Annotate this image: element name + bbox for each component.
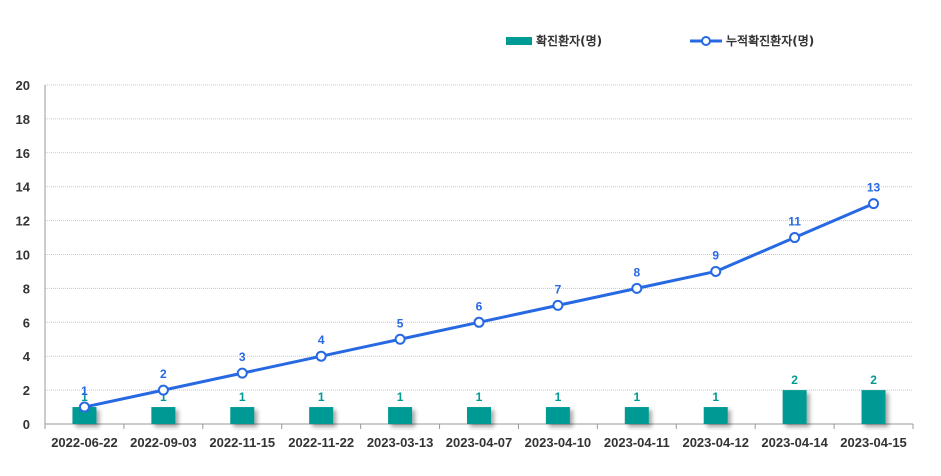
line-data-label: 4: [318, 333, 325, 347]
line-point: [710, 265, 722, 277]
x-tick-label: 2023-04-12: [682, 435, 749, 450]
bar-data-label: 1: [476, 390, 483, 404]
bar-data-label: 2: [870, 373, 877, 387]
line-data-label: 5: [397, 316, 404, 330]
line-point: [157, 384, 169, 396]
line-point: [789, 232, 801, 244]
y-tick-label: 14: [16, 180, 31, 195]
bar: [545, 407, 570, 424]
bar-data-labels: 1 1 1 1 1 1 1 1 12 2: [81, 373, 877, 404]
x-tick-label: 2023-03-13: [367, 435, 434, 450]
line-point: [868, 198, 880, 210]
legend-label-bar: 확진환자(명): [536, 33, 602, 48]
gridlines: [45, 84, 913, 391]
bar-data-label: 1: [555, 390, 562, 404]
x-tick-label: 2022-11-15: [209, 435, 275, 450]
line-point: [78, 401, 90, 413]
y-tick-label: 10: [16, 248, 30, 263]
bar: [388, 407, 413, 424]
line-point: [552, 299, 564, 311]
y-tick-label: 2: [23, 383, 30, 398]
line-data-label: 8: [633, 265, 640, 279]
line-point: [315, 350, 327, 362]
x-tick-label: 2023-04-10: [525, 435, 592, 450]
line-data-label: 3: [239, 350, 246, 364]
y-tick-label: 20: [16, 78, 30, 93]
line-data-label: 11: [788, 215, 801, 229]
legend: 확진환자(명) 누적확진환자(명): [506, 33, 814, 48]
bar: [782, 390, 807, 424]
y-tick-label: 16: [16, 146, 30, 161]
bar-data-label: 1: [633, 390, 640, 404]
legend-bar-swatch: [506, 37, 532, 45]
bar: [467, 407, 491, 424]
bar-data-label: 1: [318, 390, 325, 404]
x-tick-label: 2023-04-14: [761, 435, 828, 450]
x-tick-label: 2022-06-22: [51, 435, 118, 450]
y-tick-label: 0: [23, 417, 30, 432]
bar-series: [72, 390, 886, 424]
x-tick-label: 2022-11-22: [288, 435, 354, 450]
bar-data-label: 1: [160, 390, 167, 404]
line-data-label: 6: [476, 299, 483, 313]
line-data-label: 9: [712, 248, 719, 262]
bar-data-label: 1: [239, 390, 246, 404]
y-tick-label: 18: [16, 112, 30, 127]
line-series: [78, 198, 880, 413]
line-point: [631, 282, 643, 294]
bar: [703, 407, 728, 424]
legend-line-marker: [701, 36, 711, 46]
bar: [230, 407, 255, 424]
legend-item-bar: 확진환자(명): [506, 33, 602, 48]
line-data-label: 7: [555, 282, 562, 296]
bar: [151, 407, 176, 424]
x-axis: 2022-06-22 2022-09-03 2022-11-15 2022-11-22…: [44, 423, 914, 450]
bar: [72, 407, 97, 424]
y-tick-label: 4: [23, 349, 31, 364]
bar: [624, 407, 649, 424]
line-data-label: 1: [81, 384, 88, 398]
y-tick-label: 8: [23, 281, 30, 296]
y-tick-label: 6: [23, 315, 30, 330]
bar: [309, 407, 334, 424]
line-point: [473, 316, 485, 328]
y-axis: 0 2 4 6 8 10 12 14 16 18 20: [16, 78, 46, 432]
x-tick-label: 2022-09-03: [130, 435, 197, 450]
y-tick-label: 12: [16, 214, 30, 229]
line-data-labels: 1 2 3 4 5 6 7 8 9 11 13: [81, 181, 880, 398]
bar-data-label: 1: [397, 390, 404, 404]
bar-data-label: 2: [791, 373, 798, 387]
line-data-label: 2: [160, 367, 167, 381]
line-point: [394, 333, 406, 345]
legend-item-line: 누적확진환자(명): [690, 33, 814, 48]
x-tick-label: 2023-04-15: [840, 435, 907, 450]
bar-data-label: 1: [712, 390, 719, 404]
bar-data-label: 1: [81, 390, 88, 404]
legend-label-line: 누적확진환자(명): [726, 33, 814, 48]
line-data-label: 13: [867, 181, 881, 195]
x-tick-label: 2023-04-07: [446, 435, 513, 450]
x-tick-label: 2023-04-11: [604, 435, 670, 450]
bar: [861, 390, 886, 424]
line-point: [236, 367, 248, 379]
